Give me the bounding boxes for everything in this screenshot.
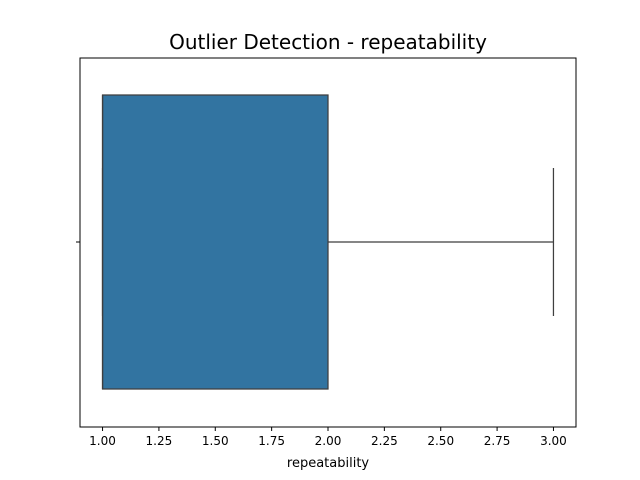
- chart-title: Outlier Detection - repeatability: [169, 30, 487, 54]
- x-tick-label: 2.00: [315, 434, 342, 448]
- x-tick-label: 1.00: [89, 434, 116, 448]
- x-tick-label: 1.75: [258, 434, 285, 448]
- x-axis-ticks: 1.00 1.25 1.50 1.75 2.00 2.25 2.50 2.75 3.00: [89, 427, 567, 448]
- plot-area: [76, 57, 577, 428]
- x-tick-label: 1.25: [146, 434, 173, 448]
- box-group: [101, 94, 555, 390]
- x-axis-label: repeatability: [287, 456, 370, 471]
- x-tick-label: 2.50: [427, 434, 454, 448]
- iqr-box: [101, 94, 329, 390]
- x-tick-label: 2.75: [484, 434, 511, 448]
- x-tick-label: 2.25: [371, 434, 398, 448]
- x-tick-label: 1.50: [202, 434, 229, 448]
- x-tick-label: 3.00: [540, 434, 567, 448]
